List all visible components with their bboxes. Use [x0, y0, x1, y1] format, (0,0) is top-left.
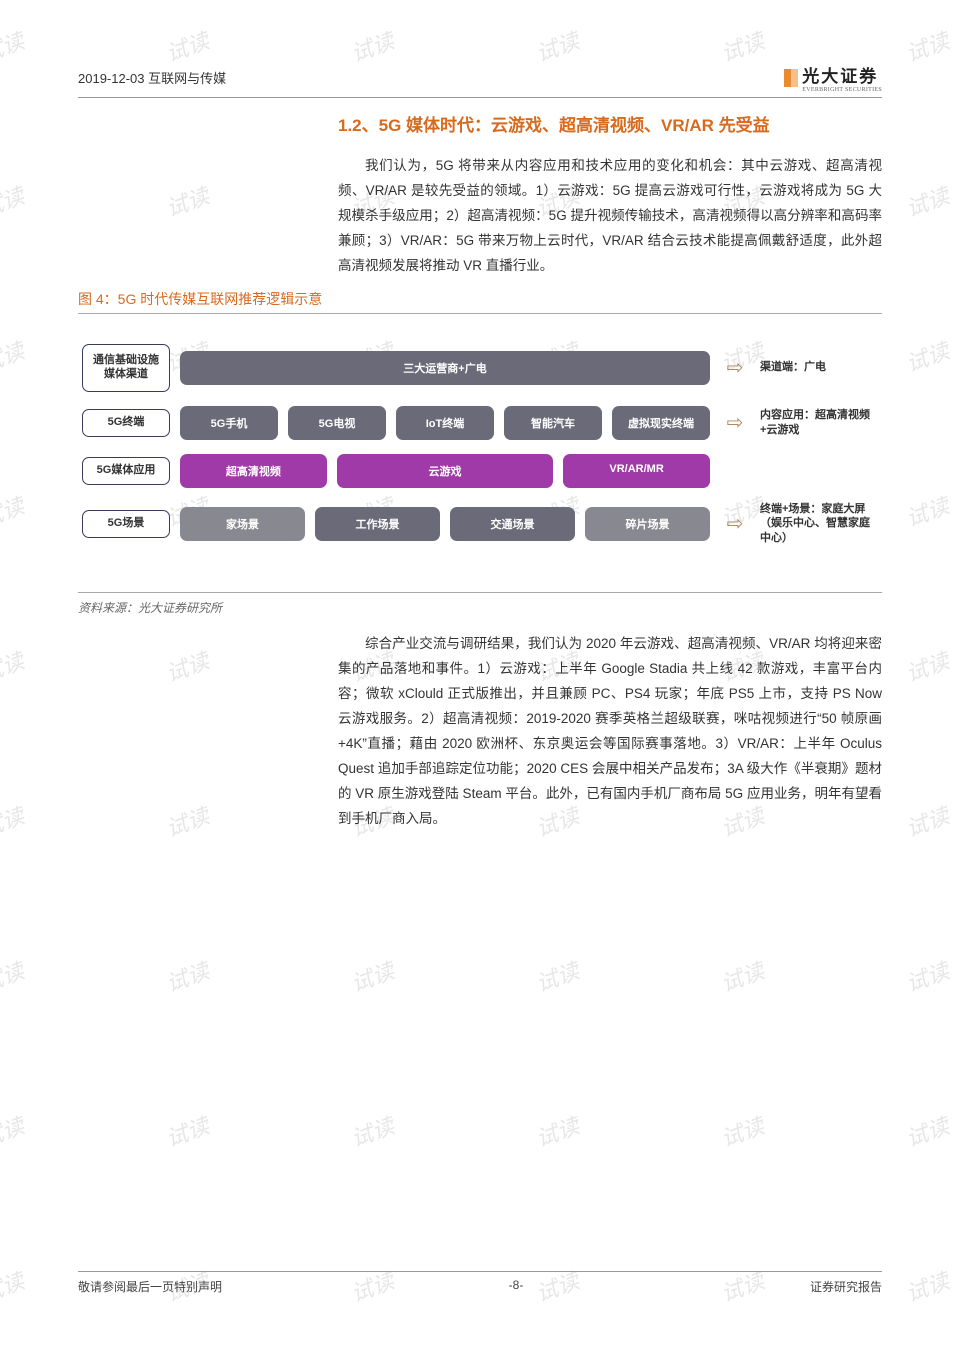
footer-page-number: -8- [509, 1278, 524, 1295]
arrow-icon: ⇨ [720, 410, 750, 435]
watermark-text: 试读 [0, 798, 28, 843]
row-category-label: 5G场景 [82, 510, 170, 538]
arrow-icon: ⇨ [720, 355, 750, 380]
row-category-label: 通信基础设施媒体渠道 [82, 344, 170, 392]
header-date-category: 2019-12-03 互联网与传媒 [78, 68, 226, 87]
watermark-text: 试读 [901, 1263, 953, 1308]
row-category-label: 5G终端 [82, 409, 170, 437]
figure-source: 资料来源：光大证券研究所 [78, 592, 882, 616]
paragraph-1: 我们认为，5G 将带来从内容应用和技术应用的变化和机会：其中云游戏、超高清视频、… [338, 154, 882, 279]
section-title: 1.2、5G 媒体时代：云游戏、超高清视频、VR/AR 先受益 [338, 110, 882, 142]
watermark-text: 试读 [901, 23, 953, 68]
watermark-text: 试读 [161, 1108, 213, 1153]
watermark-text: 试读 [716, 953, 768, 998]
brand-logo: 光大证券 EVERBRIGHT SECURITIES [784, 62, 882, 93]
watermark-text: 试读 [901, 488, 953, 533]
diagram-box: 云游戏 [337, 454, 553, 488]
row-boxes: 超高清视频云游戏 VR/AR/MR [180, 454, 710, 488]
watermark-text: 试读 [346, 953, 398, 998]
diagram-row: 5G终端 5G手机 5G电视 IoT终端智能汽车虚拟现实终端 ⇨ 内容应用：超高清视频+云… [82, 406, 878, 440]
watermark-text: 试读 [716, 1108, 768, 1153]
watermark-text: 试读 [0, 1108, 28, 1153]
watermark-text: 试读 [0, 953, 28, 998]
logo-mark-icon [784, 69, 798, 87]
row-outcome: 内容应用：超高清视频+云游戏 [760, 408, 878, 438]
watermark-text: 试读 [0, 178, 28, 223]
diagram-5g-logic: 通信基础设施媒体渠道三大运营商+广电 ⇨ 渠道端：广电 5G终端 5G手机 5G电视 IoT… [78, 336, 882, 574]
logo-en: EVERBRIGHT SECURITIES [802, 87, 882, 93]
diagram-box: 工作场景 [315, 507, 440, 541]
row-boxes: 5G手机 5G电视 IoT终端智能汽车虚拟现实终端 [180, 406, 710, 440]
watermark-text: 试读 [0, 1263, 28, 1308]
logo-cn: 光大证券 [802, 62, 882, 87]
watermark-text: 试读 [901, 178, 953, 223]
diagram-box: 三大运营商+广电 [180, 351, 710, 385]
diagram-row: 通信基础设施媒体渠道三大运营商+广电 ⇨ 渠道端：广电 [82, 344, 878, 392]
watermark-text: 试读 [161, 953, 213, 998]
row-outcome: 终端+场景：家庭大屏（娱乐中心、智慧家庭中心） [760, 502, 878, 547]
watermark-text: 试读 [901, 333, 953, 378]
row-boxes: 三大运营商+广电 [180, 351, 710, 385]
page-footer: 敬请参阅最后一页特别声明 -8- 证券研究报告 [78, 1271, 882, 1295]
diagram-box: 交通场景 [450, 507, 575, 541]
row-boxes: 家场景工作场景交通场景碎片场景 [180, 507, 710, 541]
paragraph-2: 综合产业交流与调研结果，我们认为 2020 年云游戏、超高清视频、VR/AR 均… [338, 632, 882, 832]
arrow-icon: ⇨ [720, 511, 750, 536]
diagram-box: 家场景 [180, 507, 305, 541]
watermark-text: 试读 [346, 1108, 398, 1153]
watermark-text: 试读 [531, 953, 583, 998]
row-outcome: 渠道端：广电 [760, 360, 878, 375]
figure-title: 图 4：5G 时代传媒互联网推荐逻辑示意 [78, 289, 882, 314]
watermark-text: 试读 [901, 953, 953, 998]
diagram-box: 5G手机 [180, 406, 278, 440]
diagram-box: 5G电视 [288, 406, 386, 440]
diagram-box: VR/AR/MR [563, 454, 710, 488]
diagram-box: 智能汽车 [504, 406, 602, 440]
footer-right: 证券研究报告 [810, 1278, 882, 1295]
watermark-text: 试读 [901, 643, 953, 688]
watermark-text: 试读 [901, 798, 953, 843]
diagram-box: 碎片场景 [585, 507, 710, 541]
page-header: 2019-12-03 互联网与传媒 光大证券 EVERBRIGHT SECURI… [78, 62, 882, 98]
watermark-text: 试读 [0, 333, 28, 378]
footer-left: 敬请参阅最后一页特别声明 [78, 1278, 222, 1295]
watermark-text: 试读 [901, 1108, 953, 1153]
diagram-row: 5G场景家场景工作场景交通场景碎片场景 ⇨ 终端+场景：家庭大屏（娱乐中心、智慧家庭… [82, 502, 878, 547]
diagram-row: 5G媒体应用超高清视频云游戏 VR/AR/MR [82, 454, 878, 488]
diagram-box: IoT终端 [396, 406, 494, 440]
watermark-text: 试读 [0, 23, 28, 68]
diagram-box: 超高清视频 [180, 454, 327, 488]
row-category-label: 5G媒体应用 [82, 457, 170, 485]
watermark-text: 试读 [0, 488, 28, 533]
watermark-text: 试读 [531, 1108, 583, 1153]
watermark-text: 试读 [0, 643, 28, 688]
diagram-box: 虚拟现实终端 [612, 406, 710, 440]
